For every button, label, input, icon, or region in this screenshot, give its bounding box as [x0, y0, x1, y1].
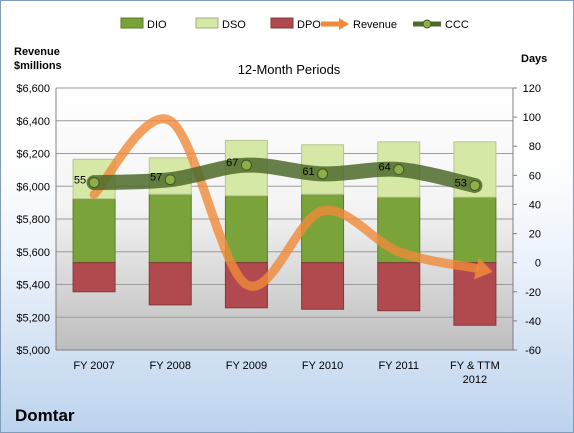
right-tick-label: -40	[525, 316, 541, 328]
ccc-data-label: 53	[455, 178, 467, 190]
lines: 55 57 67 61 64 53	[74, 114, 493, 291]
left-tick-label: $5,000	[16, 345, 50, 357]
right-tick-label: -60	[525, 345, 541, 357]
right-tick-label: 20	[529, 229, 541, 241]
legend-item-revenue: Revenue	[321, 18, 397, 31]
legend-arrowhead	[339, 18, 349, 30]
ccc-data-label: 67	[226, 157, 238, 169]
legend: DIO DSO DPO Revenue CCC	[120, 17, 469, 31]
legend-item-dio: DIO	[120, 17, 167, 31]
ccc-marker	[164, 174, 176, 186]
axes: $5,000 $5,200 $5,400 $5,600 $5,800 $6,000 $6,2…	[16, 83, 541, 386]
left-tick-label: $6,200	[16, 149, 50, 161]
legend-label: CCC	[445, 19, 469, 31]
left-tick-label: $5,400	[16, 280, 50, 292]
ccc-marker	[240, 159, 252, 171]
right-axis-label: Days	[521, 53, 547, 65]
legend-label: DIO	[147, 19, 167, 31]
legend-label: Revenue	[353, 19, 397, 31]
legend-item-dso: DSO	[195, 17, 246, 31]
left-tick-label: $5,800	[16, 214, 50, 226]
revenue-line	[89, 114, 480, 291]
right-tick-label: 100	[523, 112, 541, 124]
bar-dio	[453, 196, 497, 264]
company-name: Domtar	[15, 406, 75, 425]
bar-dio	[224, 195, 268, 264]
legend-item-dpo: DPO	[270, 17, 321, 31]
bar-dpo	[377, 262, 421, 312]
ccc-data-label: 57	[150, 172, 162, 184]
ccc-marker	[317, 168, 329, 180]
x-tick-label: FY & TTM	[450, 360, 500, 372]
ccc-data-label: 61	[302, 166, 314, 178]
legend-swatch	[195, 17, 219, 29]
left-tick-label: $5,600	[16, 247, 50, 259]
bar-dpo	[72, 262, 116, 293]
legend-label: DPO	[297, 19, 321, 31]
bar-dio	[301, 193, 345, 264]
ccc-data-label: 64	[379, 162, 391, 174]
left-axis-label-line1: Revenue	[14, 46, 60, 58]
legend-marker	[422, 19, 432, 29]
ccc-data-label: 55	[74, 175, 86, 187]
x-tick-label: FY 2009	[226, 360, 267, 372]
left-axis-label-line2: $millions	[14, 60, 62, 72]
ccc-marker	[393, 164, 405, 176]
x-tick-label: FY 2008	[150, 360, 191, 372]
left-tick-label: $6,600	[16, 83, 50, 95]
left-tick-label: $5,200	[16, 312, 50, 324]
right-tick-label: 120	[523, 83, 541, 95]
right-tick-label: 60	[529, 170, 541, 182]
x-tick-label: FY 2011	[378, 360, 419, 372]
x-tick-label: FY 2010	[302, 360, 343, 372]
x-tick-label: 2012	[463, 374, 487, 386]
right-tick-label: 0	[535, 258, 541, 270]
ccc-marker	[88, 177, 100, 189]
left-tick-label: $6,400	[16, 116, 50, 128]
bar-dpo	[301, 262, 345, 310]
ccc-line	[86, 157, 483, 194]
legend-label: DSO	[222, 19, 246, 31]
bar-dio	[72, 198, 116, 264]
right-tick-label: 40	[529, 199, 541, 211]
legend-swatch	[270, 17, 294, 29]
legend-item-ccc: CCC	[413, 19, 469, 31]
right-tick-label: 80	[529, 141, 541, 153]
bar-dio	[148, 193, 192, 264]
x-tick-label: FY 2007	[73, 360, 114, 372]
legend-swatch	[120, 17, 144, 29]
left-tick-label: $6,000	[16, 181, 50, 193]
bar-dpo	[148, 262, 192, 306]
right-tick-label: -20	[525, 287, 541, 299]
chart-title: 12-Month Periods	[238, 62, 341, 77]
ccc-marker	[469, 180, 481, 192]
revenue-arrowhead	[474, 257, 493, 280]
